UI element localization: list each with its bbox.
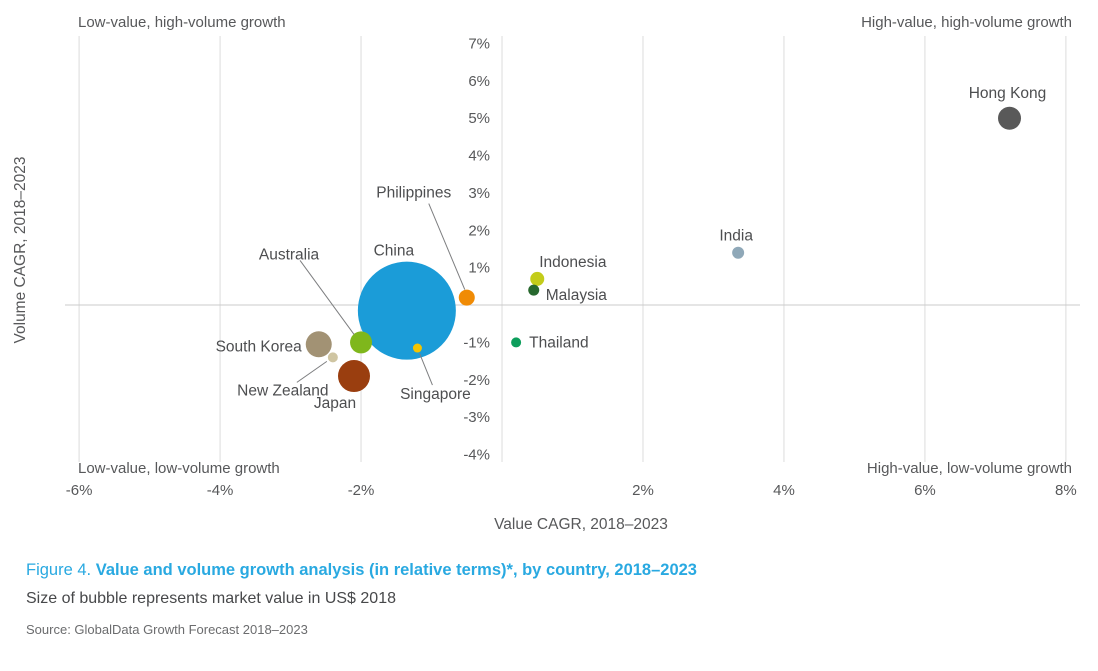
bubble-label-south-korea: South Korea	[216, 338, 303, 355]
figure-caption: Figure 4. Value and volume growth analys…	[26, 561, 697, 580]
x-axis-title: Value CAGR, 2018–2023	[494, 516, 668, 533]
bubble-label-india: India	[719, 228, 753, 245]
y-tick-label-7: 7%	[468, 35, 490, 52]
x-tick-label-8: 8%	[1055, 482, 1077, 499]
bubble-hong-kong	[998, 106, 1022, 130]
bubble-label-japan: Japan	[314, 395, 356, 412]
bubble-label-china: China	[374, 243, 415, 260]
y-tick-label--2: -2%	[463, 372, 490, 389]
leader-line-philippines	[428, 203, 466, 290]
bubble-malaysia	[528, 284, 540, 296]
y-tick-label-1: 1%	[468, 260, 490, 277]
bubble-thailand	[511, 337, 522, 348]
y-tick-label-6: 6%	[468, 73, 490, 90]
y-tick-label-4: 4%	[468, 148, 490, 165]
bubble-indonesia	[530, 271, 545, 286]
figure-subtitle: Size of bubble represents market value i…	[26, 590, 396, 607]
bubble-label-malaysia: Malaysia	[546, 287, 608, 304]
x-tick-label--4: -4%	[207, 482, 234, 499]
bubble-label-australia: Australia	[259, 246, 320, 263]
leader-line-singapore	[418, 352, 433, 386]
bubble-label-hong-kong: Hong Kong	[969, 85, 1047, 102]
y-tick-label--4: -4%	[463, 447, 490, 464]
quadrant-label-top-right: High-value, high-volume growth	[861, 14, 1072, 31]
quadrant-label-bottom-right: High-value, low-volume growth	[867, 460, 1072, 477]
bubble-china	[357, 261, 456, 360]
bubble-label-singapore: Singapore	[400, 386, 471, 403]
bubble-label-thailand: Thailand	[529, 334, 588, 351]
bubble-label-indonesia: Indonesia	[539, 254, 607, 271]
leader-line-australia	[299, 260, 355, 335]
chart-plot-area: -6% -4% -2% 2% 4% 6% 8% 7% 6% 5% 4% 3% 2% 1% -1% -2% -3%…	[65, 35, 1080, 499]
figure-source: Source: GlobalData Growth Forecast 2018–…	[26, 622, 308, 637]
y-tick-label--3: -3%	[463, 409, 490, 426]
x-tick-label--2: -2%	[348, 482, 375, 499]
bubble-japan	[337, 360, 370, 393]
quadrant-label-bottom-left: Low-value, low-volume growth	[78, 460, 280, 477]
bubble-india	[732, 246, 745, 259]
quadrant-label-top-left: Low-value, high-volume growth	[78, 14, 286, 31]
x-tick-label-6: 6%	[914, 482, 936, 499]
y-tick-label-3: 3%	[468, 185, 490, 202]
x-tick-label-2: 2%	[632, 482, 654, 499]
bubble-singapore	[412, 343, 422, 353]
bubble-new-zealand	[327, 352, 338, 363]
bubble-south-korea	[305, 331, 332, 358]
bubble-chart: Low-value, high-volume growth High-value…	[12, 14, 1080, 533]
figure-caption-title: Value and volume growth analysis (in rel…	[95, 561, 697, 579]
bubble-philippines	[458, 289, 475, 306]
x-tick-label--6: -6%	[66, 482, 93, 499]
y-tick-label-5: 5%	[468, 110, 490, 127]
y-axis-title: Volume CAGR, 2018–2023	[12, 157, 29, 344]
leader-line-new-zealand	[296, 360, 328, 383]
y-tick-label--1: -1%	[463, 334, 490, 351]
figure-caption-prefix: Figure 4.	[26, 561, 92, 579]
bubble-label-new-zealand: New Zealand	[237, 382, 328, 399]
bubble-australia	[350, 331, 373, 354]
y-tick-label-2: 2%	[468, 222, 490, 239]
bubble-label-philippines: Philippines	[376, 185, 451, 202]
x-tick-label-4: 4%	[773, 482, 795, 499]
figure-caption-block: Figure 4. Value and volume growth analys…	[26, 561, 697, 637]
